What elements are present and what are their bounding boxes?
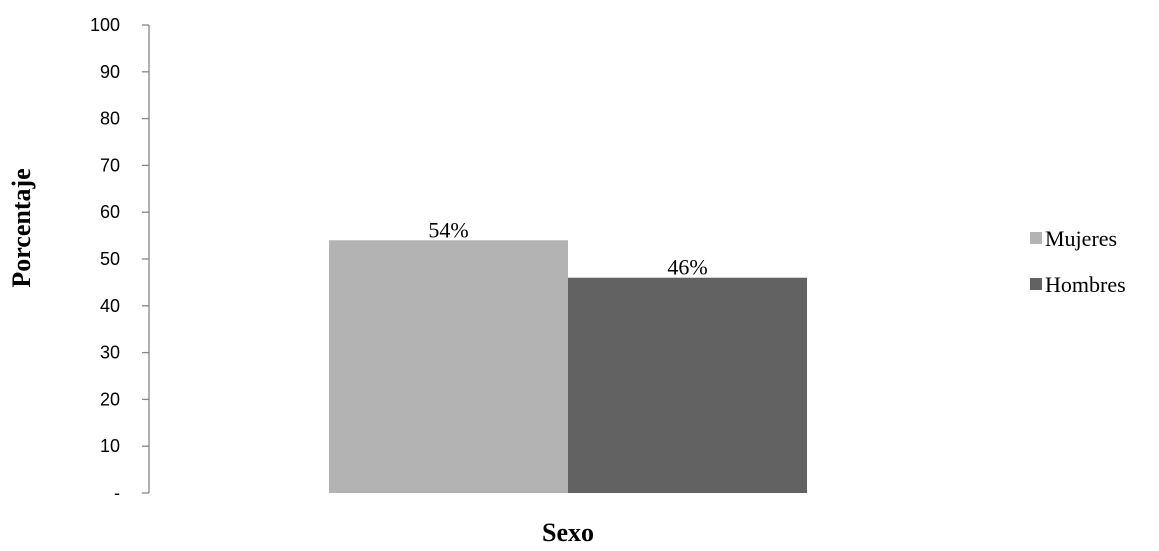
y-tick-label: 80 [100, 109, 120, 129]
y-axis: - 10 20 30 40 50 60 70 80 90 100 [90, 15, 150, 503]
y-tick-label: 100 [90, 15, 120, 35]
legend-swatch-mujeres [1030, 232, 1042, 244]
x-axis-title: Sexo [542, 518, 594, 546]
y-tick-label: 60 [100, 202, 120, 222]
y-tick-label: - [114, 483, 120, 503]
legend-label-hombres: Hombres [1045, 272, 1126, 297]
bar-hombres [568, 277, 807, 493]
data-labels: 54% 46% [428, 217, 707, 279]
y-axis-title: Porcentaje [7, 168, 36, 287]
y-tick-label: 40 [100, 296, 120, 316]
legend-swatch-hombres [1030, 278, 1042, 290]
legend-label-mujeres: Mujeres [1045, 226, 1117, 251]
bars [329, 240, 807, 493]
data-label-mujeres: 54% [428, 217, 468, 242]
y-tick-label: 70 [100, 155, 120, 175]
y-tick-label: 20 [100, 389, 120, 409]
y-tick-label: 50 [100, 249, 120, 269]
y-tick-label: 10 [100, 436, 120, 456]
y-tick-label: 30 [100, 343, 120, 363]
legend: Mujeres Hombres [1030, 226, 1126, 297]
bar-mujeres [329, 240, 568, 493]
y-tick-label: 90 [100, 62, 120, 82]
data-label-hombres: 46% [667, 255, 707, 280]
